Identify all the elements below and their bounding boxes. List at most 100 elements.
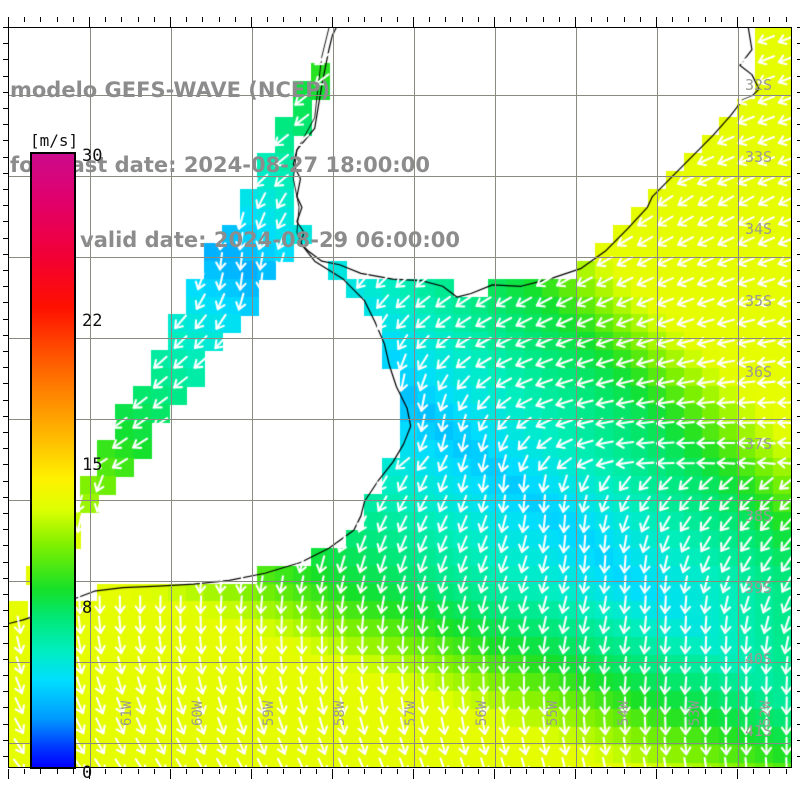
- axis-tick: [797, 173, 800, 174]
- longitude-label-54W: 54W: [616, 700, 633, 726]
- axis-tick: [797, 221, 800, 222]
- axis-tick: [89, 769, 90, 779]
- axis-tick: [797, 464, 800, 465]
- axis-tick: [797, 432, 800, 433]
- axis-tick: [797, 238, 800, 239]
- axis-tick: [543, 769, 544, 774]
- axis-tick: [478, 17, 479, 22]
- axis-tick: [121, 769, 122, 774]
- axis-tick: [705, 769, 706, 774]
- latitude-label-41S: 41S: [745, 722, 773, 741]
- axis-tick: [797, 691, 800, 692]
- axis-tick: [3, 400, 8, 401]
- axis-tick: [753, 769, 754, 774]
- axis-tick: [797, 659, 800, 660]
- latitude-label-35S: 35S: [745, 291, 773, 310]
- axis-tick: [797, 140, 800, 141]
- axis-tick: [797, 286, 800, 287]
- valid-date: valid date: 2024-08-29 06:00:00: [80, 228, 460, 252]
- axis-tick: [797, 335, 800, 336]
- longitude-label-53W: 53W: [687, 700, 704, 726]
- latitude-label-37S: 37S: [745, 435, 773, 454]
- axis-tick: [300, 769, 301, 774]
- axis-tick: [235, 17, 236, 22]
- axis-tick: [154, 769, 155, 774]
- axis-tick: [721, 769, 722, 774]
- gridline-vertical: [171, 28, 172, 767]
- axis-tick: [797, 157, 800, 158]
- axis-tick: [381, 769, 382, 774]
- wind-speed-field: [9, 28, 791, 767]
- axis-tick: [797, 675, 800, 676]
- gridline-vertical: [252, 28, 253, 767]
- axis-tick: [332, 17, 333, 27]
- axis-tick: [559, 17, 560, 22]
- axis-tick: [316, 769, 317, 774]
- title-block: modelo GEFS-WAVE (NCEP) forecast date: 2…: [10, 28, 530, 303]
- gridline-vertical: [333, 28, 334, 767]
- axis-tick: [3, 740, 8, 741]
- axis-tick: [797, 254, 800, 255]
- axis-tick: [3, 92, 8, 93]
- axis-tick: [8, 17, 9, 27]
- latitude-label-39S: 39S: [745, 578, 773, 597]
- axis-tick: [138, 769, 139, 774]
- axis-tick: [797, 481, 800, 482]
- axis-tick: [462, 17, 463, 22]
- axis-tick: [624, 17, 625, 22]
- axis-tick: [3, 221, 8, 222]
- axis-tick: [3, 351, 8, 352]
- axis-tick: [3, 173, 8, 174]
- gridline-horizontal: [9, 500, 791, 501]
- axis-tick: [705, 17, 706, 22]
- axis-tick: [413, 769, 414, 779]
- axis-tick: [575, 769, 576, 779]
- longitude-label-60W: 60W: [189, 700, 206, 726]
- axis-ticks-left: [0, 27, 8, 768]
- axis-ticks-bottom: [8, 769, 792, 779]
- axis-tick: [154, 17, 155, 22]
- model-title: modelo GEFS-WAVE (NCEP): [10, 78, 331, 102]
- axis-tick: [797, 578, 800, 579]
- axis-tick: [3, 254, 8, 255]
- axis-tick: [640, 17, 641, 22]
- longitude-label-52W: 52W: [758, 700, 775, 726]
- axis-tick: [3, 432, 8, 433]
- axis-tick: [332, 769, 333, 779]
- axis-tick: [769, 17, 770, 22]
- axis-tick: [688, 17, 689, 22]
- axis-tick: [3, 724, 8, 725]
- axis-tick: [57, 17, 58, 22]
- axis-tick: [797, 545, 800, 546]
- gridline-vertical: [495, 28, 496, 767]
- axis-tick: [267, 17, 268, 22]
- axis-tick: [797, 351, 800, 352]
- axis-tick: [575, 17, 576, 27]
- axis-tick: [3, 610, 8, 611]
- axis-tick: [202, 17, 203, 22]
- axis-tick: [656, 769, 657, 779]
- axis-tick: [672, 769, 673, 774]
- axis-tick: [721, 17, 722, 22]
- axis-tick: [737, 17, 738, 27]
- gridline-vertical: [738, 28, 739, 767]
- axis-tick: [624, 769, 625, 774]
- axis-tick: [445, 769, 446, 774]
- axis-tick: [283, 17, 284, 22]
- axis-tick: [607, 17, 608, 22]
- axis-tick: [769, 769, 770, 774]
- axis-tick: [672, 17, 673, 22]
- axis-tick: [494, 769, 495, 779]
- longitude-label-61W: 61W: [118, 700, 135, 726]
- axis-tick: [73, 17, 74, 22]
- gridline-vertical: [657, 28, 658, 767]
- map-plot-area: [8, 27, 792, 768]
- longitude-label-57W: 57W: [403, 700, 419, 726]
- axis-tick: [797, 416, 800, 417]
- axis-tick: [364, 769, 365, 774]
- axis-tick: [3, 367, 8, 368]
- axis-tick: [3, 481, 8, 482]
- axis-tick: [251, 769, 252, 779]
- colorbar-tick-0: 0: [82, 763, 93, 783]
